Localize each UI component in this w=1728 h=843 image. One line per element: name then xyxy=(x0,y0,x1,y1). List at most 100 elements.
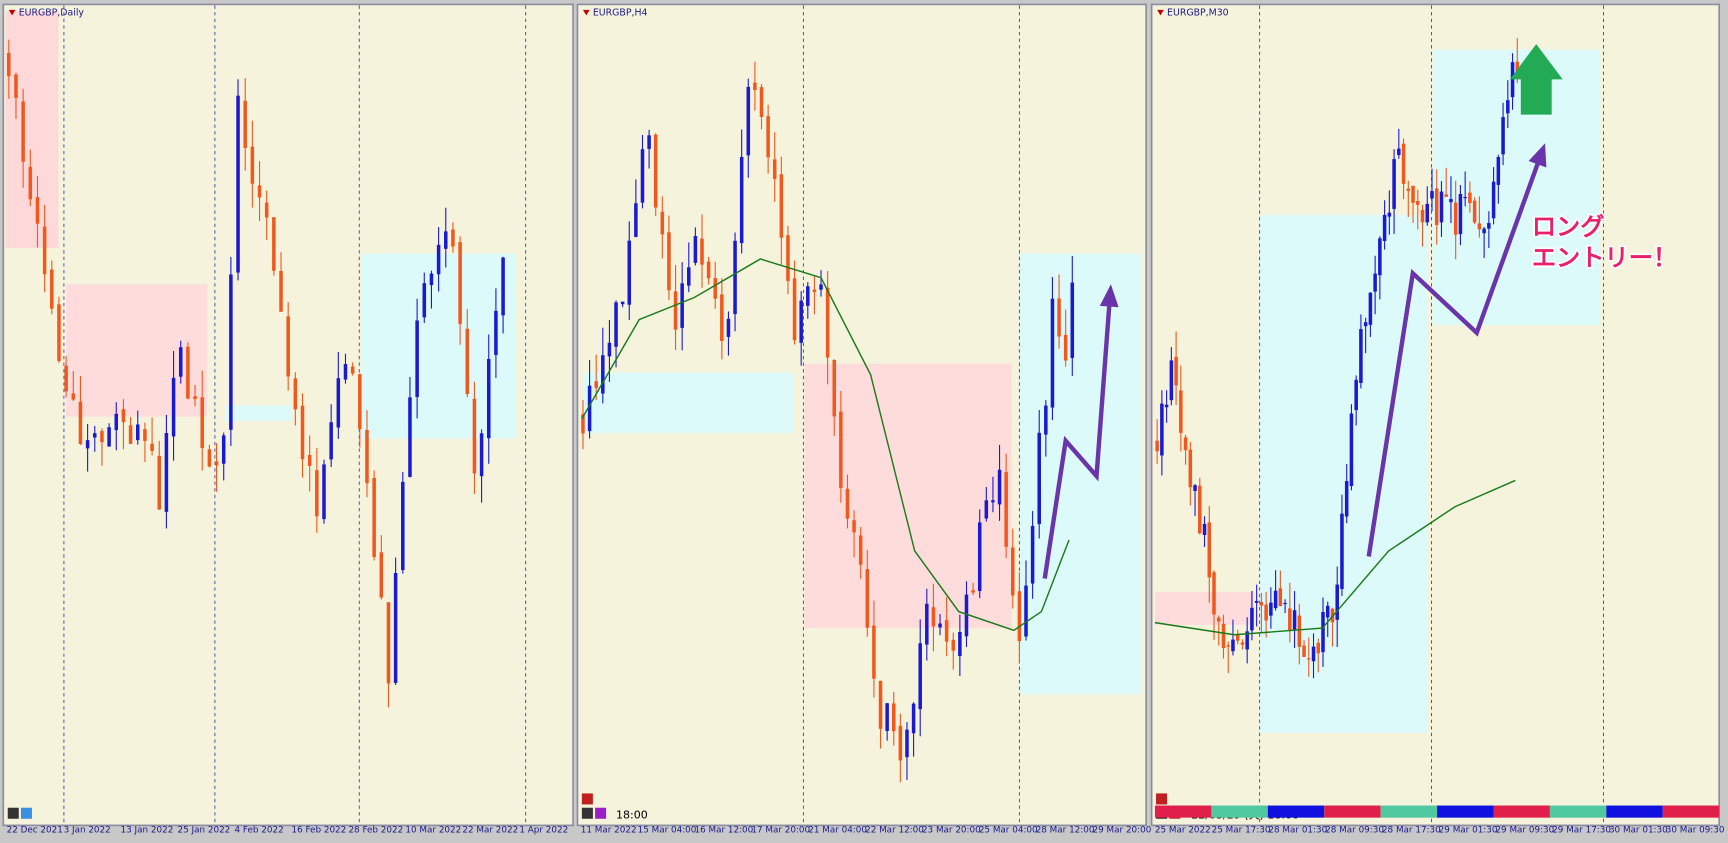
candle-body xyxy=(164,433,169,512)
candle-body xyxy=(1024,585,1028,637)
candle-body xyxy=(1354,379,1358,411)
candle-body xyxy=(733,240,737,315)
candle-body xyxy=(1344,481,1349,517)
candle-body xyxy=(171,377,176,437)
candle-body xyxy=(944,620,949,642)
candle-body xyxy=(1050,298,1055,408)
x-tick-label: 29 Mar 17:30 xyxy=(1552,825,1611,835)
candle-body xyxy=(1349,413,1354,487)
candle-body xyxy=(1401,143,1406,184)
candle-body xyxy=(264,202,269,218)
candle-body xyxy=(300,405,305,460)
candle-body xyxy=(1250,607,1254,631)
x-tick-label: 25 Mar 04:00 xyxy=(979,825,1038,835)
zone-box xyxy=(225,405,293,421)
candle-body xyxy=(964,594,969,637)
candle-body xyxy=(1340,513,1344,590)
candle-body xyxy=(1283,602,1287,605)
candle-body xyxy=(236,95,240,273)
candle-body xyxy=(1307,658,1311,660)
candle-body xyxy=(1496,157,1501,185)
candle-body xyxy=(971,590,975,593)
candle-body xyxy=(1430,191,1434,199)
x-tick-label: 28 Mar 01:30 xyxy=(1268,825,1327,835)
candle-body xyxy=(429,273,434,286)
candle-body xyxy=(951,639,956,651)
x-tick-label: 29 Mar 01:30 xyxy=(1439,825,1498,835)
candle-body xyxy=(792,278,797,341)
candle-body xyxy=(293,378,298,410)
candle-body xyxy=(1011,547,1015,596)
candle-body xyxy=(1017,591,1022,642)
candle-body xyxy=(1487,223,1491,229)
candle-body xyxy=(872,625,876,679)
candle-body xyxy=(1316,642,1321,654)
candle-body xyxy=(806,286,810,306)
candle-body xyxy=(372,477,376,558)
candle-body xyxy=(393,572,398,683)
candle-body xyxy=(7,52,11,77)
candle-body xyxy=(1416,200,1420,205)
x-tick-label: 25 Mar 2022 xyxy=(1155,825,1211,835)
candle-body xyxy=(322,464,326,520)
candle-body xyxy=(1382,214,1387,241)
candle-body xyxy=(938,623,942,628)
candle-body xyxy=(991,500,995,503)
candle-body xyxy=(1207,522,1212,578)
candle-body xyxy=(250,146,255,184)
candle-body xyxy=(150,443,154,451)
zone-box xyxy=(1259,214,1428,733)
candle-body xyxy=(21,101,25,162)
chart-panel: EURGBP,Daily 22 Dec 2021 3 Jan 2022 13 Jan … xyxy=(2,3,574,835)
candle-body xyxy=(57,304,61,361)
candle-body xyxy=(379,552,384,598)
candle-body xyxy=(839,411,843,488)
candle-body xyxy=(1169,360,1174,401)
minimize-button xyxy=(1156,793,1168,805)
candle-body xyxy=(667,232,671,291)
candle-body xyxy=(143,429,147,441)
candle-body xyxy=(1198,485,1202,534)
candle-body xyxy=(1397,148,1401,156)
session-strip xyxy=(1267,805,1325,818)
candle-body xyxy=(673,291,678,330)
x-tick-label: 22 Mar 2022 xyxy=(462,825,518,835)
candle-body xyxy=(1044,405,1048,435)
candle-body xyxy=(1155,440,1159,452)
panel-title: EURGBP,Daily xyxy=(19,8,85,19)
session-strip xyxy=(1437,805,1494,818)
x-tick-label: 28 Mar 17:30 xyxy=(1382,825,1441,835)
candle-body xyxy=(50,269,54,309)
candle-body xyxy=(905,729,909,758)
candle-body xyxy=(1434,188,1439,225)
candle-body xyxy=(1193,485,1197,491)
candle-body xyxy=(1449,199,1453,203)
candle-body xyxy=(214,461,219,466)
candle-body xyxy=(1458,193,1463,235)
session-strip xyxy=(1211,805,1268,818)
candle-body xyxy=(458,242,462,324)
candle-body xyxy=(918,643,922,710)
candle-body xyxy=(739,156,744,244)
x-tick-label: 13 Jan 2022 xyxy=(121,825,174,835)
candle-body xyxy=(1515,61,1520,77)
candle-body xyxy=(647,135,651,149)
candle-body xyxy=(997,469,1002,505)
toolbar-icon xyxy=(20,807,32,819)
candle-body xyxy=(772,159,777,179)
candle-body xyxy=(891,703,896,732)
candle-body xyxy=(1240,642,1245,645)
candle-body xyxy=(812,289,817,293)
trend-arrow-head xyxy=(1528,143,1547,168)
candle-body xyxy=(1420,209,1425,223)
candle-body xyxy=(35,197,40,224)
session-strip xyxy=(1493,805,1550,818)
candle-body xyxy=(401,481,405,571)
zone-box xyxy=(804,363,1012,629)
candle-body xyxy=(343,364,348,380)
candle-body xyxy=(1004,472,1008,547)
candle-body xyxy=(653,134,658,208)
candle-body xyxy=(1468,192,1472,204)
x-tick-label: 16 Feb 2022 xyxy=(291,825,346,835)
